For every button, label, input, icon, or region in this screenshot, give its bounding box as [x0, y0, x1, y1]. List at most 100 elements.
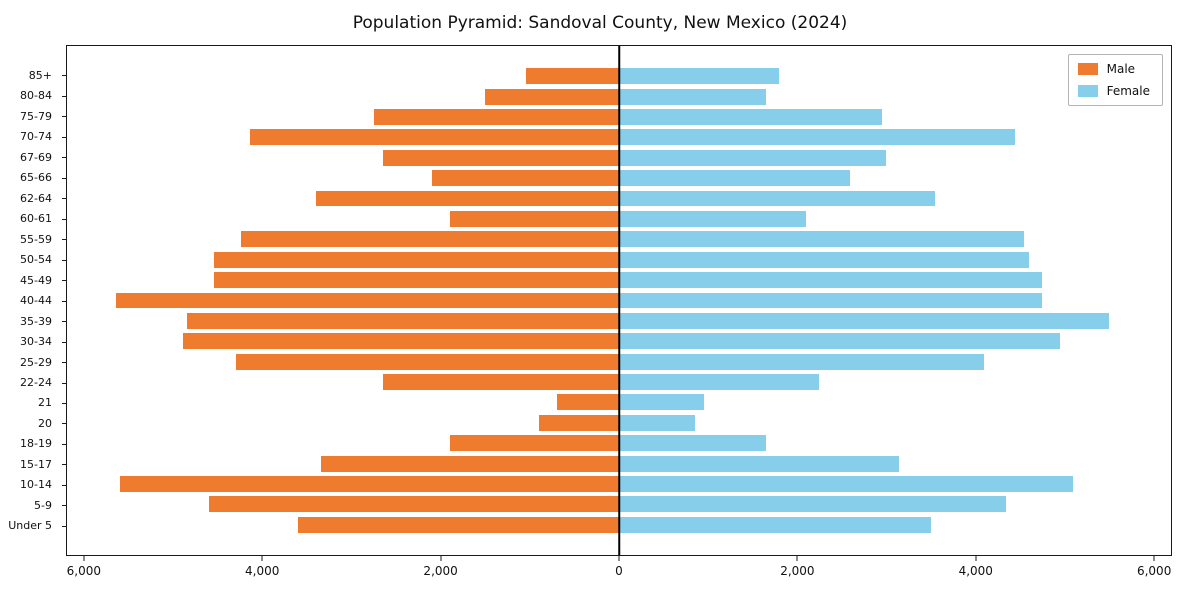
- y-tick: [62, 167, 66, 187]
- y-tick-mark: [62, 464, 66, 466]
- male-bar: [449, 435, 619, 452]
- y-tick: [62, 454, 66, 474]
- y-tick-label: 55-59: [20, 232, 52, 246]
- female-bar: [619, 516, 931, 533]
- y-tick: [62, 516, 66, 536]
- bar-row: [67, 453, 1171, 473]
- y-tick: [62, 106, 66, 126]
- x-tick-mark: [83, 556, 85, 561]
- x-axis-ticks: [66, 556, 1172, 562]
- female-bar: [619, 435, 766, 452]
- x-tick-mark: [440, 556, 442, 561]
- y-tick-mark: [62, 321, 66, 323]
- y-tick-label: 21: [38, 396, 52, 410]
- x-tick-label: 6,000: [1136, 564, 1172, 578]
- bars-container: [67, 46, 1171, 555]
- male-bar: [374, 109, 619, 125]
- female-bar: [619, 394, 704, 411]
- y-tick-mark: [62, 300, 66, 302]
- bar-row: [67, 372, 1171, 392]
- y-tick: [62, 372, 66, 392]
- x-tick-label: 4,000: [245, 564, 280, 578]
- y-tick: [62, 126, 66, 146]
- y-tick-mark: [62, 136, 66, 138]
- female-legend-label: Female: [1106, 84, 1150, 98]
- female-bar: [619, 292, 1042, 309]
- male-bar: [209, 496, 619, 513]
- y-tick-label: 75-79: [20, 109, 52, 123]
- y-tick-label: 65-66: [20, 171, 52, 185]
- y-tick: [62, 495, 66, 515]
- y-tick-label: 22-24: [20, 376, 52, 389]
- female-bar: [619, 109, 882, 125]
- y-tick-mark: [62, 382, 66, 384]
- bar-row: [67, 392, 1171, 412]
- female-bar: [619, 476, 1074, 492]
- female-bar: [619, 88, 766, 105]
- y-tick-label: 45-49: [20, 273, 52, 287]
- male-bar: [182, 333, 619, 350]
- male-bar: [120, 476, 619, 492]
- y-axis-labels: 85+ 80-84 75-79 70-74 67-69 65-66 62-64 60-61 55…: [0, 45, 60, 556]
- female-bar: [619, 312, 1109, 329]
- y-tick-label: 85+: [28, 68, 52, 82]
- y-tick: [62, 475, 66, 495]
- bar-row: [67, 515, 1171, 535]
- bar-row: [67, 229, 1171, 249]
- plot-area: Male Female: [66, 45, 1172, 556]
- y-tick: [62, 413, 66, 433]
- male-legend-swatch: [1077, 63, 1098, 75]
- male-bar: [187, 312, 619, 329]
- y-tick-label: 60-61: [20, 212, 52, 226]
- chart-title: Population Pyramid: Sandoval County, New…: [352, 13, 848, 33]
- male-bar: [316, 190, 619, 207]
- y-tick-mark: [62, 198, 66, 200]
- y-tick: [62, 229, 66, 249]
- female-bar: [619, 414, 695, 431]
- bar-row: [67, 209, 1171, 229]
- bar-row: [67, 413, 1171, 433]
- y-tick: [62, 290, 66, 310]
- y-tick: [62, 434, 66, 454]
- y-tick-mark: [62, 423, 66, 425]
- male-bar: [213, 272, 619, 289]
- y-tick-label: Under 5: [8, 519, 52, 533]
- bar-row: [67, 494, 1171, 514]
- bar-row: [67, 168, 1171, 188]
- female-bar: [619, 333, 1060, 350]
- male-bar: [213, 251, 619, 268]
- female-bar: [619, 129, 1016, 146]
- legend-item-female: Female: [1077, 84, 1150, 98]
- y-tick-label: 70-74: [20, 130, 52, 144]
- female-bar: [619, 353, 985, 370]
- male-bar: [236, 353, 619, 370]
- y-tick-label: 15-17: [20, 457, 52, 471]
- y-tick: [62, 270, 66, 290]
- y-tick-label: 20: [38, 416, 52, 430]
- x-tick-label: 2,000: [423, 564, 458, 578]
- male-bar: [383, 374, 619, 390]
- female-legend-swatch: [1077, 85, 1098, 97]
- female-bar: [619, 210, 806, 227]
- x-tick-label: 0: [615, 564, 623, 578]
- y-tick-mark: [62, 443, 66, 445]
- y-tick: [62, 249, 66, 269]
- female-bar: [619, 149, 887, 166]
- bar-row: [67, 127, 1171, 147]
- y-tick-label: 80-84: [20, 89, 52, 103]
- y-tick-label: 35-39: [20, 314, 52, 328]
- y-tick-label: 10-14: [20, 478, 52, 492]
- male-bar: [538, 414, 619, 431]
- x-axis-labels: 6,000 4,000 2,000 0 2,000 4,000 6,000: [66, 564, 1172, 584]
- y-tick-label: 62-64: [20, 191, 52, 205]
- y-tick-mark: [62, 505, 66, 507]
- female-bar: [619, 170, 851, 187]
- bar-row: [67, 474, 1171, 494]
- y-tick: [62, 352, 66, 372]
- bar-row: [67, 351, 1171, 371]
- x-tick-label: 2,000: [780, 564, 815, 578]
- y-tick: [62, 208, 66, 228]
- x-tick-mark: [1153, 556, 1155, 561]
- y-tick-label: 67-69: [20, 150, 52, 164]
- bar-row: [67, 86, 1171, 106]
